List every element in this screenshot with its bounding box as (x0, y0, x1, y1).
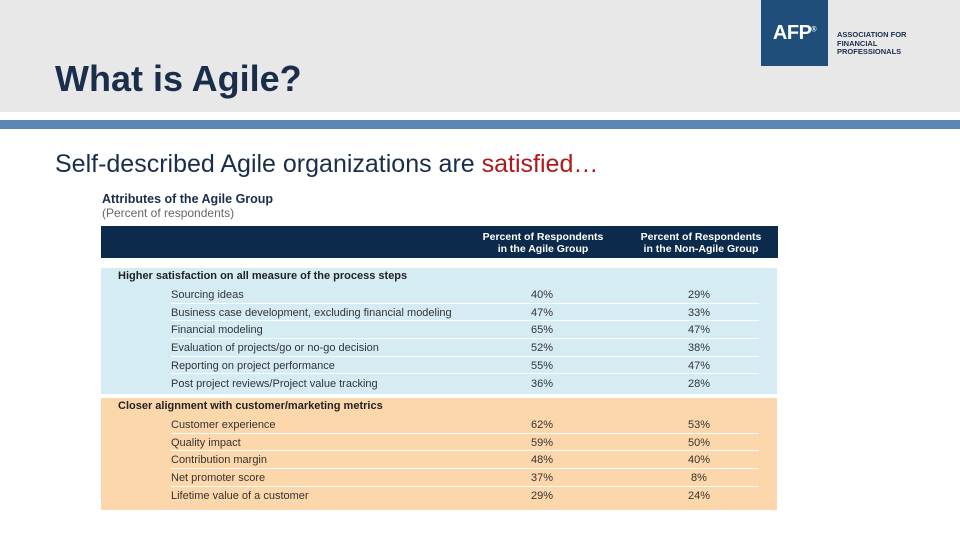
row-divider (171, 468, 759, 470)
agile-value: 65% (530, 324, 554, 337)
row-divider (171, 485, 759, 487)
column-header-agile-line-1: Percent of Respondents (482, 231, 604, 243)
table-title: Attributes of the Agile Group (102, 192, 274, 206)
agile-value: 55% (530, 359, 554, 372)
row-label: Sourcing ideas (171, 289, 244, 301)
row-label: Lifetime value of a customer (171, 489, 309, 502)
column-header-non-agile-line-2: in the Non-Agile Group (643, 243, 759, 255)
table-row: Contribution margin 48% 40% (101, 451, 777, 470)
header-divider (0, 120, 960, 129)
agile-value: 62% (530, 419, 554, 431)
row-divider (171, 373, 759, 375)
column-header-non-agile: Percent of Respondents in the Non-Agile … (631, 231, 771, 255)
row-label: Business case development, excluding fin… (171, 306, 452, 319)
non-agile-value: 33% (687, 306, 711, 319)
agile-value: 59% (530, 436, 554, 449)
agile-value: 37% (530, 472, 554, 485)
non-agile-value: 50% (687, 436, 711, 449)
non-agile-value: 38% (687, 342, 711, 355)
section-customer-alignment: Closer alignment with customer/marketing… (101, 398, 777, 510)
table-row: Net promoter score 37% 8% (101, 469, 777, 487)
non-agile-value: 47% (687, 324, 711, 337)
afp-logo: AFP® ASSOCIATION FOR FINANCIAL PROFESSIO… (761, 0, 926, 66)
row-label: Contribution margin (171, 454, 267, 467)
table-subtitle: (Percent of respondents) (102, 206, 235, 220)
table-header: Percent of Respondents in the Agile Grou… (101, 226, 778, 258)
row-divider (171, 355, 759, 357)
table-row: Evaluation of projects/go or no-go decis… (101, 339, 777, 357)
non-agile-value: 8% (691, 472, 707, 485)
column-header-non-agile-line-1: Percent of Respondents (640, 231, 762, 243)
table-row: Financial modeling 65% 47% (101, 321, 777, 340)
non-agile-value: 47% (687, 359, 711, 372)
non-agile-value: 40% (687, 454, 711, 467)
slide-title: What is Agile? (55, 58, 302, 99)
agile-value: 48% (530, 454, 554, 467)
agile-value: 47% (530, 306, 554, 319)
row-divider (171, 302, 759, 304)
logo-line-2: FINANCIAL (837, 38, 878, 48)
row-divider (171, 432, 759, 434)
column-header-agile-line-2: in the Agile Group (497, 243, 589, 255)
agile-value: 36% (530, 377, 554, 390)
row-label: Customer experience (171, 419, 276, 431)
table-row: Quality impact 59% 50% (101, 434, 777, 452)
non-agile-value: 29% (687, 289, 711, 301)
row-label: Quality impact (171, 436, 241, 449)
afp-logo-mark: AFP® (761, 0, 828, 66)
row-divider (171, 320, 759, 322)
table-row: Business case development, excluding fin… (101, 304, 777, 322)
agile-value: 29% (530, 489, 554, 502)
non-agile-value: 24% (687, 489, 711, 502)
row-label: Net promoter score (171, 472, 266, 485)
section-process-satisfaction: Higher satisfaction on all measure of th… (101, 268, 777, 394)
non-agile-value: 53% (687, 419, 711, 431)
logo-line-1: ASSOCIATION FOR (837, 30, 907, 39)
row-divider (171, 450, 759, 452)
section-label: Closer alignment with customer/marketing… (118, 400, 383, 412)
slide-subtitle: Self-described Agile organizations are s… (55, 150, 598, 179)
subtitle-accent: satisfied… (481, 150, 599, 178)
row-label: Post project reviews/Project value track… (171, 377, 378, 390)
agile-value: 40% (530, 289, 554, 301)
column-header-agile: Percent of Respondents in the Agile Grou… (473, 231, 613, 255)
row-label: Reporting on project performance (171, 359, 335, 372)
logo-registered-mark: ® (811, 25, 817, 33)
agile-value: 52% (530, 342, 554, 355)
row-label: Financial modeling (171, 324, 263, 337)
table-row: Reporting on project performance 55% 47% (101, 357, 777, 375)
table-row: Post project reviews/Project value track… (101, 375, 777, 393)
section-label: Higher satisfaction on all measure of th… (118, 270, 408, 282)
non-agile-value: 28% (687, 377, 711, 390)
table-row: Lifetime value of a customer 29% 24% (101, 487, 777, 505)
table-row: Customer experience 62% 53% (101, 416, 777, 434)
logo-mark-text: AFP (772, 21, 812, 44)
table-row: Sourcing ideas 40% 29% (101, 286, 777, 304)
afp-logo-wordmark: ASSOCIATION FOR FINANCIAL PROFESSIONALS (837, 30, 907, 57)
row-divider (171, 338, 759, 340)
subtitle-main: Self-described Agile organizations are (55, 150, 482, 178)
logo-line-3: PROFESSIONALS (837, 47, 902, 56)
row-label: Evaluation of projects/go or no-go decis… (171, 342, 379, 355)
